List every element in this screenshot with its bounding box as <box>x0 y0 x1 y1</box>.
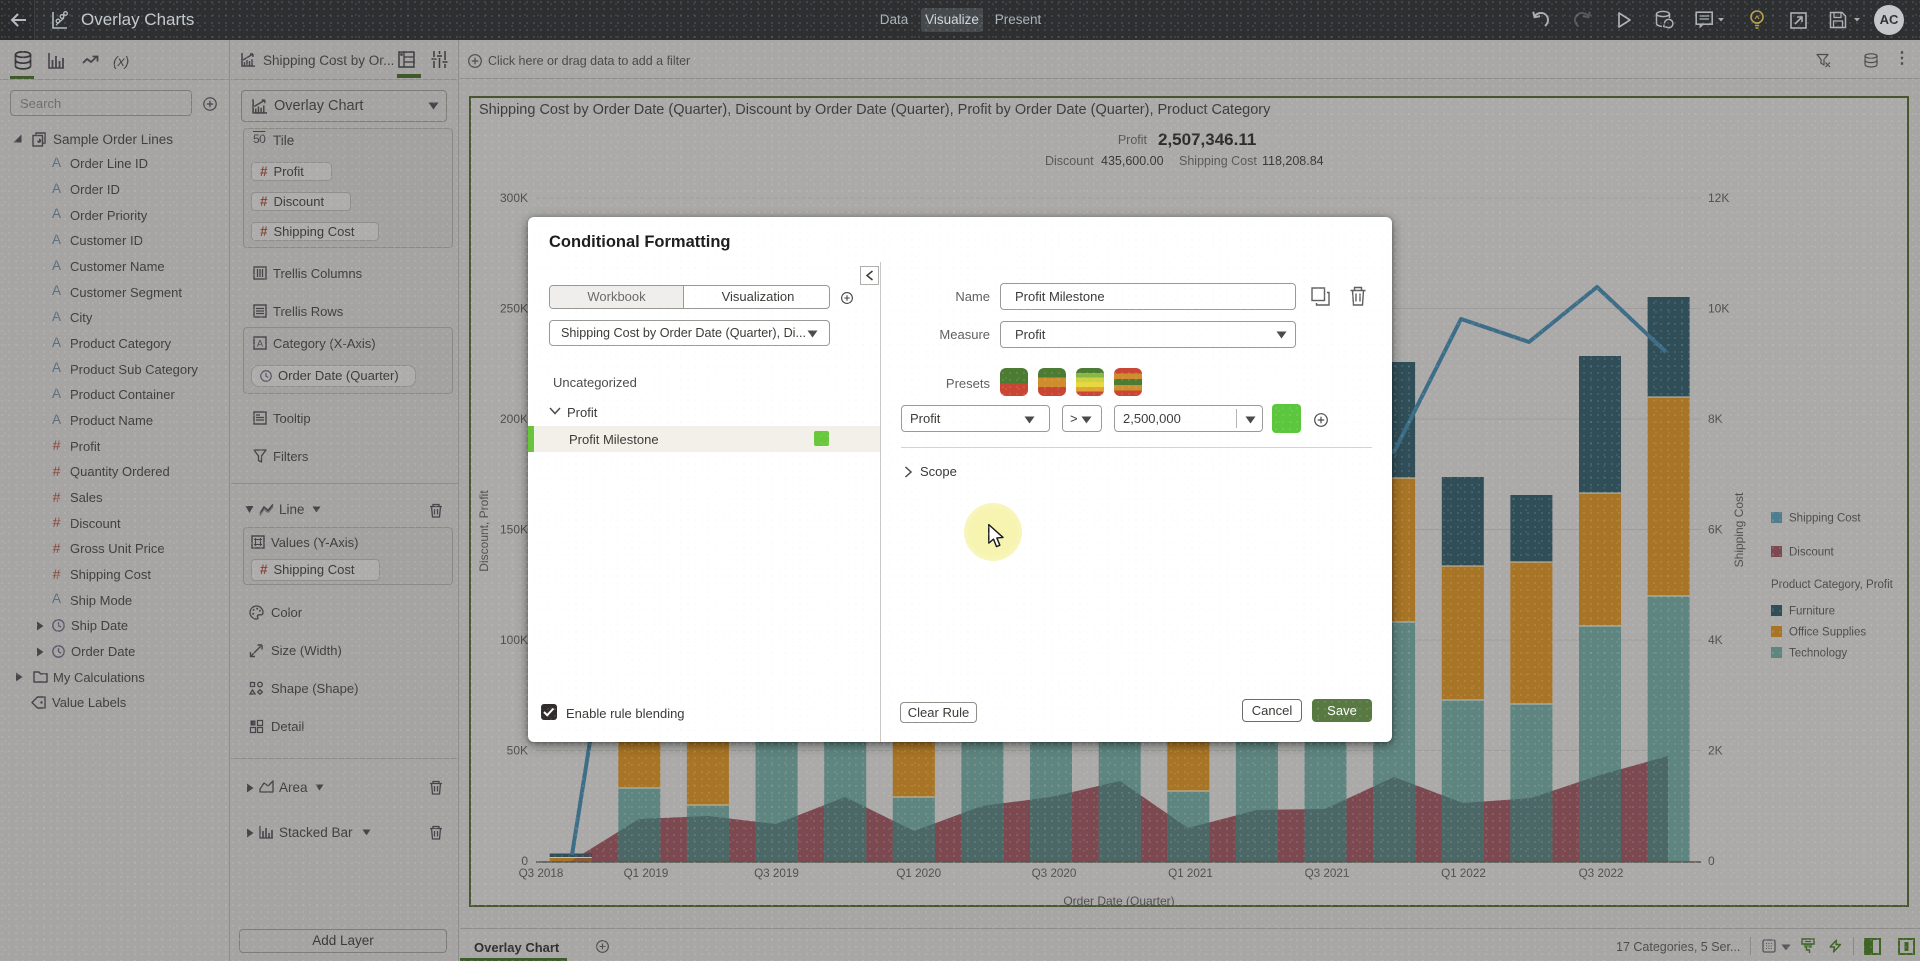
svg-text:2K: 2K <box>1708 744 1723 758</box>
svg-text:10K: 10K <box>1708 302 1729 316</box>
svg-text:Office Supplies: Office Supplies <box>1789 627 1866 639</box>
svg-text:118,208.84: 118,208.84 <box>1262 154 1324 168</box>
svg-text:8K: 8K <box>1708 412 1723 426</box>
svg-text:Discount: Discount <box>1045 154 1094 168</box>
svg-text:150K: 150K <box>500 523 528 537</box>
svg-text:Order Date (Quarter): Order Date (Quarter) <box>1063 894 1174 907</box>
svg-text:Q3 2020: Q3 2020 <box>1032 867 1077 880</box>
svg-text:Q1 2020: Q1 2020 <box>896 867 941 880</box>
svg-text:Q1 2022: Q1 2022 <box>1441 867 1486 880</box>
svg-text:Q3 2019: Q3 2019 <box>754 867 799 880</box>
svg-text:Q3 2022: Q3 2022 <box>1579 867 1624 880</box>
svg-text:Shipping Cost: Shipping Cost <box>1179 154 1257 168</box>
svg-text:50K: 50K <box>507 744 528 758</box>
svg-text:435,600.00: 435,600.00 <box>1101 154 1164 168</box>
svg-text:2,507,346.11: 2,507,346.11 <box>1158 130 1256 149</box>
svg-text:100K: 100K <box>500 633 528 647</box>
svg-text:12K: 12K <box>1708 191 1729 205</box>
svg-text:A: A <box>257 339 263 349</box>
svg-text:Product Category, Profit: Product Category, Profit <box>1771 579 1894 591</box>
svg-text:250K: 250K <box>500 302 528 316</box>
svg-text:Q3 2021: Q3 2021 <box>1305 867 1350 880</box>
svg-text:300K: 300K <box>500 191 528 205</box>
svg-text:Furniture: Furniture <box>1789 606 1835 618</box>
svg-text:Q1 2021: Q1 2021 <box>1168 867 1213 880</box>
svg-text:0: 0 <box>1708 854 1715 868</box>
svg-text:Q1 2019: Q1 2019 <box>624 867 669 880</box>
svg-text:Q3 2018: Q3 2018 <box>519 867 564 880</box>
svg-text:Shipping Cost by Order Date (Q: Shipping Cost by Order Date (Quarter), D… <box>479 102 1271 118</box>
svg-text:200K: 200K <box>500 412 528 426</box>
svg-text:0: 0 <box>521 854 528 868</box>
svg-text:Technology: Technology <box>1789 648 1847 660</box>
svg-text:Shipping Cost: Shipping Cost <box>1789 513 1861 525</box>
svg-text:6K: 6K <box>1708 523 1723 537</box>
svg-text:4K: 4K <box>1708 633 1723 647</box>
svg-text:Shipping Cost: Shipping Cost <box>1732 492 1746 567</box>
svg-text:Profit: Profit <box>1118 133 1148 147</box>
svg-text:Discount, Profit: Discount, Profit <box>477 490 491 572</box>
svg-text:Discount: Discount <box>1789 547 1835 559</box>
